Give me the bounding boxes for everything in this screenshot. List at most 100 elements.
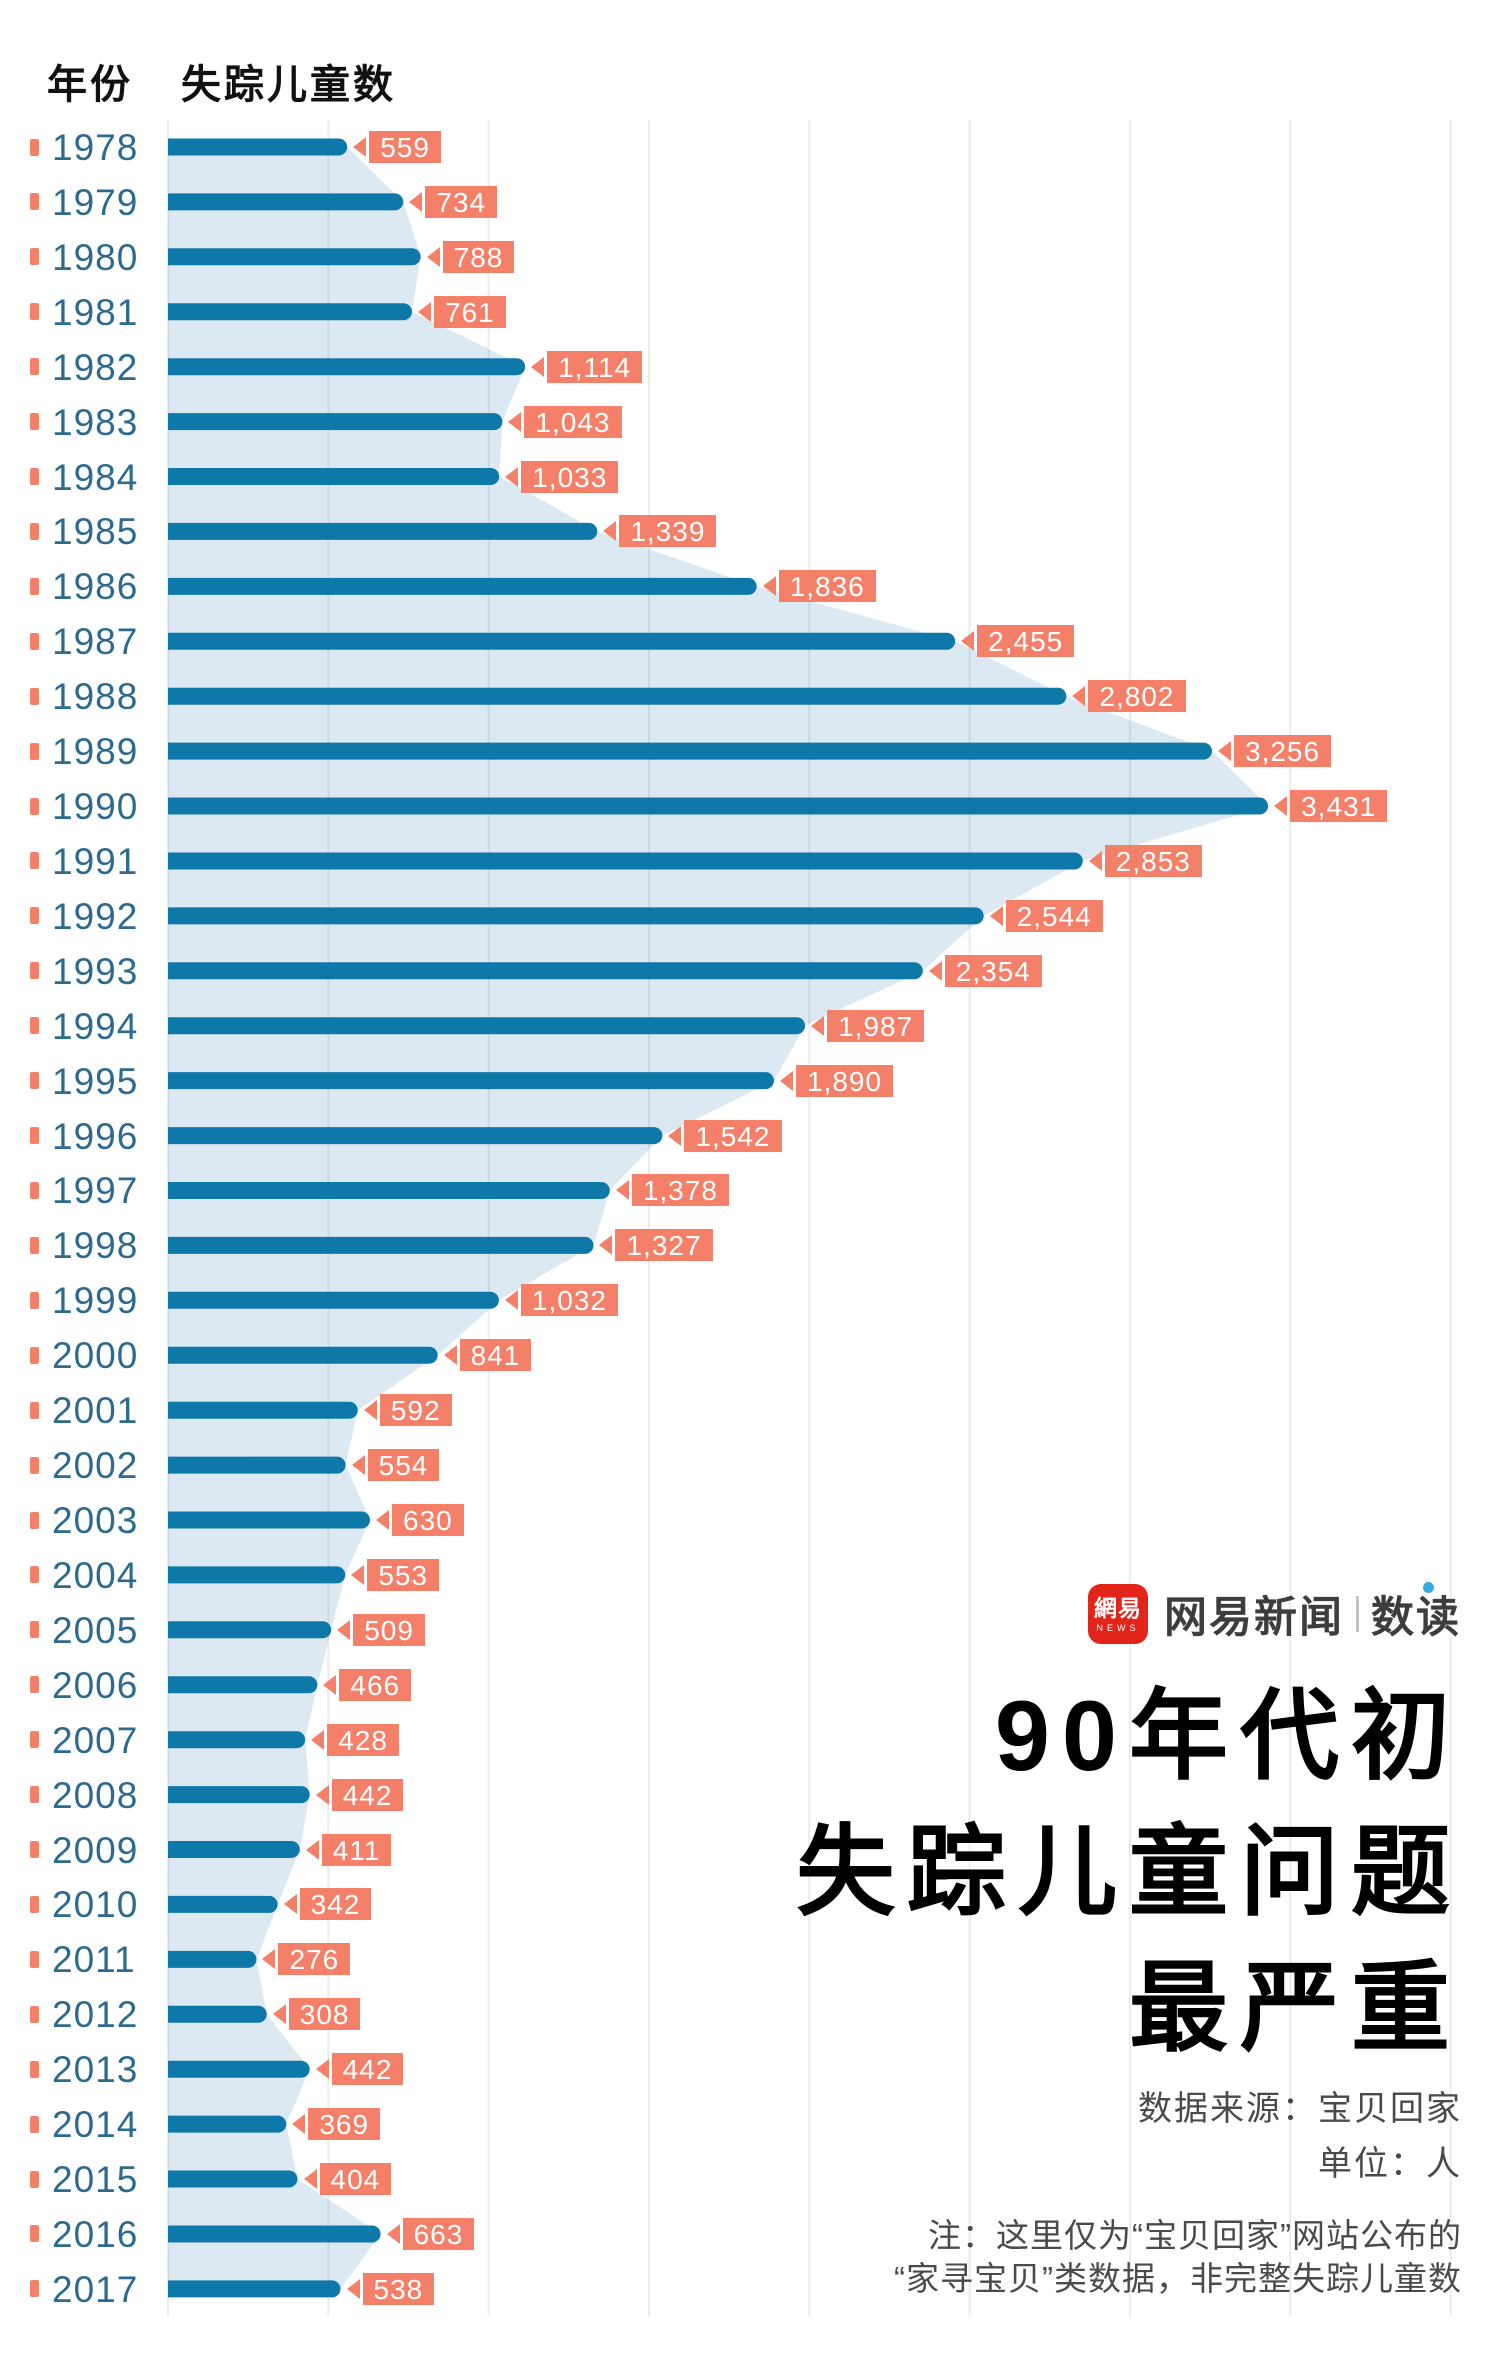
- bar-1988: [168, 687, 1067, 705]
- value-flag-1989: 3,256: [1218, 735, 1332, 768]
- year-label-2016: 2016: [52, 2213, 139, 2255]
- value-label: 734: [425, 185, 498, 218]
- flag-pointer-icon: [346, 2278, 360, 2299]
- bar-1986: [168, 577, 757, 595]
- source-block: 数据来源：宝贝回家 单位：人: [1138, 2082, 1462, 2192]
- year-bullet: [30, 1841, 39, 1859]
- year-label-1999: 1999: [52, 1280, 139, 1322]
- year-label-2000: 2000: [52, 1335, 139, 1377]
- value-label: 538: [362, 2272, 435, 2305]
- value-label: 1,378: [631, 1174, 729, 1207]
- value-label: 342: [299, 1888, 372, 1921]
- value-label: 2,354: [944, 954, 1042, 987]
- value-flag-2014: 369: [292, 2108, 381, 2141]
- value-flag-1998: 1,327: [599, 1229, 713, 1262]
- value-flag-2013: 442: [315, 2053, 404, 2086]
- value-flag-1987: 2,455: [961, 625, 1075, 658]
- bar-1984: [168, 468, 500, 485]
- value-flag-2001: 592: [363, 1394, 452, 1427]
- bar-2008: [168, 1786, 310, 1804]
- bar-1996: [168, 1127, 663, 1145]
- value-label: 553: [367, 1558, 440, 1591]
- year-bullet: [30, 1566, 39, 1584]
- value-label: 2,853: [1104, 844, 1202, 877]
- bar-2012: [168, 2005, 267, 2023]
- value-label: 1,043: [524, 405, 622, 438]
- value-label: 2,802: [1088, 680, 1186, 713]
- value-flag-1985: 1,339: [603, 515, 717, 548]
- bar-1987: [168, 632, 956, 650]
- year-bullet: [30, 248, 39, 266]
- year-bullet: [30, 1236, 39, 1254]
- year-label-2003: 2003: [52, 1500, 139, 1541]
- value-flag-2004: 553: [351, 1558, 440, 1591]
- year-bullet: [30, 1401, 39, 1419]
- year-label-2007: 2007: [52, 1719, 139, 1761]
- flag-pointer-icon: [615, 1180, 629, 1201]
- flag-pointer-icon: [426, 246, 440, 267]
- bar-1980: [168, 248, 421, 266]
- year-label-1996: 1996: [52, 1115, 139, 1157]
- value-label: 592: [379, 1394, 452, 1427]
- value-flag-2003: 630: [376, 1504, 464, 1536]
- year-bullet: [30, 468, 39, 486]
- value-label: 841: [459, 1339, 532, 1372]
- flag-pointer-icon: [1218, 741, 1231, 762]
- value-flag-2017: 538: [346, 2272, 435, 2305]
- flag-pointer-icon: [315, 1784, 329, 1805]
- bar-2001: [168, 1401, 358, 1419]
- value-label: 1,339: [619, 515, 717, 548]
- year-label-1982: 1982: [52, 346, 139, 388]
- flag-pointer-icon: [989, 905, 1003, 926]
- bar-1979: [168, 193, 404, 211]
- value-label: 2,544: [1005, 899, 1103, 932]
- bar-1991: [168, 852, 1083, 870]
- value-label: 554: [367, 1449, 440, 1482]
- value-label: 1,542: [684, 1119, 782, 1152]
- year-label-2008: 2008: [52, 1774, 139, 1816]
- value-label: 411: [321, 1833, 392, 1866]
- bar-2011: [168, 1950, 257, 1968]
- year-label-2002: 2002: [52, 1445, 139, 1487]
- value-label: 369: [308, 2108, 381, 2141]
- year-label-1992: 1992: [52, 895, 139, 937]
- year-bullet: [30, 1127, 39, 1145]
- value-label: 3,256: [1234, 735, 1332, 768]
- note-line2: “家寻宝贝”类数据，非完整失踪儿童数: [894, 2260, 1462, 2297]
- flag-pointer-icon: [1072, 686, 1086, 707]
- year-label-1986: 1986: [52, 566, 139, 608]
- headline-line2: 失踪儿童问题: [796, 1816, 1462, 1927]
- year-bullet: [30, 1291, 39, 1309]
- year-bullet: [30, 2115, 39, 2133]
- year-bullet: [30, 1017, 39, 1035]
- year-bullet: [30, 1895, 39, 1913]
- logo-product-text: 数读: [1371, 1582, 1461, 1645]
- value-label: 3,431: [1290, 790, 1388, 823]
- count-column-header: 失踪儿童数: [181, 63, 396, 107]
- value-flag-1999: 1,032: [504, 1284, 618, 1317]
- flag-pointer-icon: [418, 301, 431, 322]
- year-bullet: [30, 907, 39, 925]
- bar-2004: [168, 1566, 346, 1584]
- value-flag-2016: 663: [386, 2217, 475, 2250]
- bar-2000: [168, 1346, 438, 1364]
- year-label-1998: 1998: [52, 1225, 139, 1267]
- value-label: 663: [402, 2217, 475, 2250]
- year-label-2015: 2015: [52, 2159, 139, 2201]
- value-flag-2015: 404: [303, 2163, 392, 2196]
- value-flag-1994: 1,987: [811, 1009, 925, 1042]
- year-bullet: [30, 1786, 39, 1804]
- year-bullet: [30, 962, 39, 980]
- year-bullet: [30, 2005, 39, 2023]
- bar-1981: [168, 303, 412, 321]
- flag-pointer-icon: [443, 1345, 457, 1366]
- value-flag-1981: 761: [418, 295, 506, 328]
- flag-pointer-icon: [409, 191, 423, 212]
- logo-product-label: 数读: [1371, 1594, 1461, 1642]
- year-label-1983: 1983: [52, 401, 139, 443]
- bar-2014: [168, 2115, 287, 2133]
- bar-1982: [168, 358, 526, 376]
- year-label-1990: 1990: [52, 786, 139, 828]
- value-flag-1982: 1,114: [531, 350, 643, 383]
- value-flag-2002: 554: [351, 1449, 440, 1482]
